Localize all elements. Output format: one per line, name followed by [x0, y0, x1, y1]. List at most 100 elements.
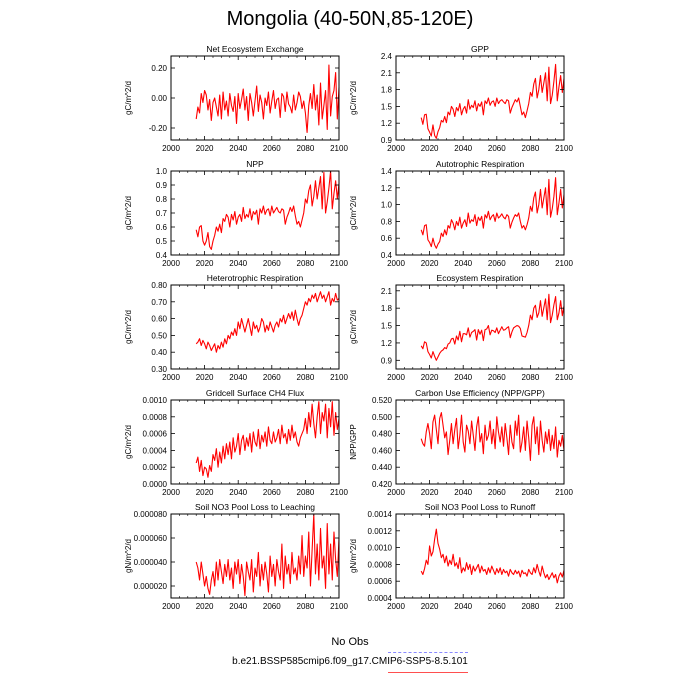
x-tick-label: 2080: [522, 373, 540, 382]
y-tick-label: 0.6: [156, 223, 168, 232]
x-tick-label: 2020: [196, 373, 214, 382]
y-tick-label: 0.0004: [143, 446, 168, 455]
y-tick-label: 1.4: [381, 167, 393, 176]
y-tick-label: 0.500: [372, 413, 393, 422]
y-tick-label: 1.5: [381, 102, 393, 111]
x-tick-label: 2060: [263, 488, 281, 497]
y-axis-label: gN/m^2/d: [349, 539, 358, 573]
x-tick-label: 2080: [297, 373, 315, 382]
panel-4: Autotrophic Respiration 2000 2020 2040 2060 2…: [349, 159, 573, 268]
y-tick-label: 0.70: [151, 298, 167, 307]
y-tick-label: 0.50: [151, 331, 167, 340]
y-tick-label: 0.60: [151, 315, 167, 324]
y-tick-label: 2.4: [381, 52, 393, 61]
series-line: [195, 64, 340, 134]
y-tick-label: 1.0: [381, 201, 393, 210]
panel-title: Soil NO3 Pool Loss to Leaching: [195, 502, 315, 512]
y-tick-label: 0.80: [151, 281, 167, 290]
x-tick-label: 2100: [330, 259, 348, 268]
y-axis-label: gC/m^2/d: [349, 196, 358, 230]
series-line: [195, 401, 340, 478]
x-tick-label: 2060: [263, 144, 281, 153]
y-axis-label: gC/m^2/d: [349, 310, 358, 344]
x-tick-label: 2080: [522, 602, 540, 611]
y-tick-label: 0.0010: [143, 396, 168, 405]
x-tick-label: 2020: [421, 373, 439, 382]
plot-frame: [395, 284, 565, 370]
x-tick-label: 2040: [454, 259, 472, 268]
y-tick-label: 0.0000: [143, 480, 168, 489]
y-tick-label: 0.30: [151, 365, 167, 374]
y-tick-label: 0.0008: [143, 413, 168, 422]
x-tick-label: 2040: [454, 373, 472, 382]
y-tick-label: 0.00: [151, 94, 167, 103]
x-tick-label: 2060: [488, 602, 506, 611]
panel-title: Net Ecosystem Exchange: [206, 44, 304, 54]
y-tick-label: 2.1: [381, 287, 393, 296]
x-tick-label: 2020: [196, 144, 214, 153]
y-tick-label: 0.9: [381, 356, 393, 365]
y-tick-label: 1.2: [381, 184, 393, 193]
x-tick-label: 2100: [555, 602, 573, 611]
x-tick-label: 2080: [522, 488, 540, 497]
y-tick-label: 2.1: [381, 69, 393, 78]
y-tick-label: 0.0012: [368, 527, 393, 536]
y-tick-label: 1.2: [381, 119, 393, 128]
x-tick-label: 2080: [297, 259, 315, 268]
y-axis-label: gC/m^2/d: [124, 310, 133, 344]
panel-1: Net Ecosystem Exchange 2000 2020 2040 2060 20…: [124, 44, 348, 153]
x-tick-label: 2080: [522, 259, 540, 268]
x-tick-label: 2100: [555, 259, 573, 268]
x-tick-label: 2040: [229, 144, 247, 153]
x-tick-label: 2080: [522, 144, 540, 153]
x-tick-label: 2080: [297, 602, 315, 611]
series-line: [195, 513, 340, 597]
x-tick-label: 2040: [229, 259, 247, 268]
y-tick-label: 0.9: [381, 136, 393, 145]
y-tick-label: 0.460: [372, 446, 393, 455]
legend-case-line: [388, 672, 468, 673]
y-tick-label: 0.0006: [368, 577, 393, 586]
series-line: [420, 63, 565, 139]
series-line: [420, 412, 565, 462]
x-tick-label: 2080: [297, 488, 315, 497]
y-tick-label: 0.40: [151, 348, 167, 357]
panel-6: Ecosystem Respiration 2000 2020 2040 2060 208…: [349, 273, 573, 382]
y-tick-label: 0.0014: [368, 510, 393, 519]
plot-frame: [395, 170, 565, 256]
x-tick-label: 2020: [421, 488, 439, 497]
x-tick-label: 2000: [162, 373, 180, 382]
x-tick-label: 2000: [387, 144, 405, 153]
y-tick-label: 1.5: [381, 322, 393, 331]
x-tick-label: 2000: [162, 259, 180, 268]
y-tick-label: 0.8: [381, 217, 393, 226]
y-axis-label: gC/m^2/d: [124, 196, 133, 230]
y-axis-label: gC/m^2/d: [349, 81, 358, 115]
x-tick-label: 2060: [488, 373, 506, 382]
panel-title: Heterotrophic Respiration: [207, 273, 304, 283]
x-tick-label: 2100: [330, 373, 348, 382]
panel-title: GPP: [471, 44, 489, 54]
panel-10: Soil NO3 Pool Loss to Runoff 2000 2020 2040…: [349, 502, 573, 611]
x-tick-label: 2100: [555, 488, 573, 497]
panel-title: Gridcell Surface CH4 Flux: [206, 388, 305, 398]
x-tick-label: 2020: [421, 602, 439, 611]
y-tick-label: 0.0006: [143, 430, 168, 439]
x-tick-label: 2100: [555, 144, 573, 153]
panel-5: Heterotrophic Respiration 2000 2020 2040 206…: [124, 273, 348, 382]
x-tick-label: 2100: [330, 602, 348, 611]
x-tick-label: 2040: [229, 488, 247, 497]
x-tick-label: 2000: [387, 488, 405, 497]
x-tick-label: 2060: [488, 259, 506, 268]
panel-7: Gridcell Surface CH4 Flux 2000 2020 2040 206…: [124, 388, 348, 497]
x-tick-label: 2020: [196, 488, 214, 497]
y-tick-label: 0.000020: [134, 582, 168, 591]
x-tick-label: 2020: [421, 259, 439, 268]
x-tick-label: 2000: [162, 602, 180, 611]
x-tick-label: 2000: [162, 488, 180, 497]
y-tick-label: 1.8: [381, 86, 393, 95]
plot-frame: [395, 55, 565, 141]
panel-8: Carbon Use Efficiency (NPP/GPP) 2000 2020 2…: [349, 388, 573, 497]
plot-frame: [395, 513, 565, 599]
